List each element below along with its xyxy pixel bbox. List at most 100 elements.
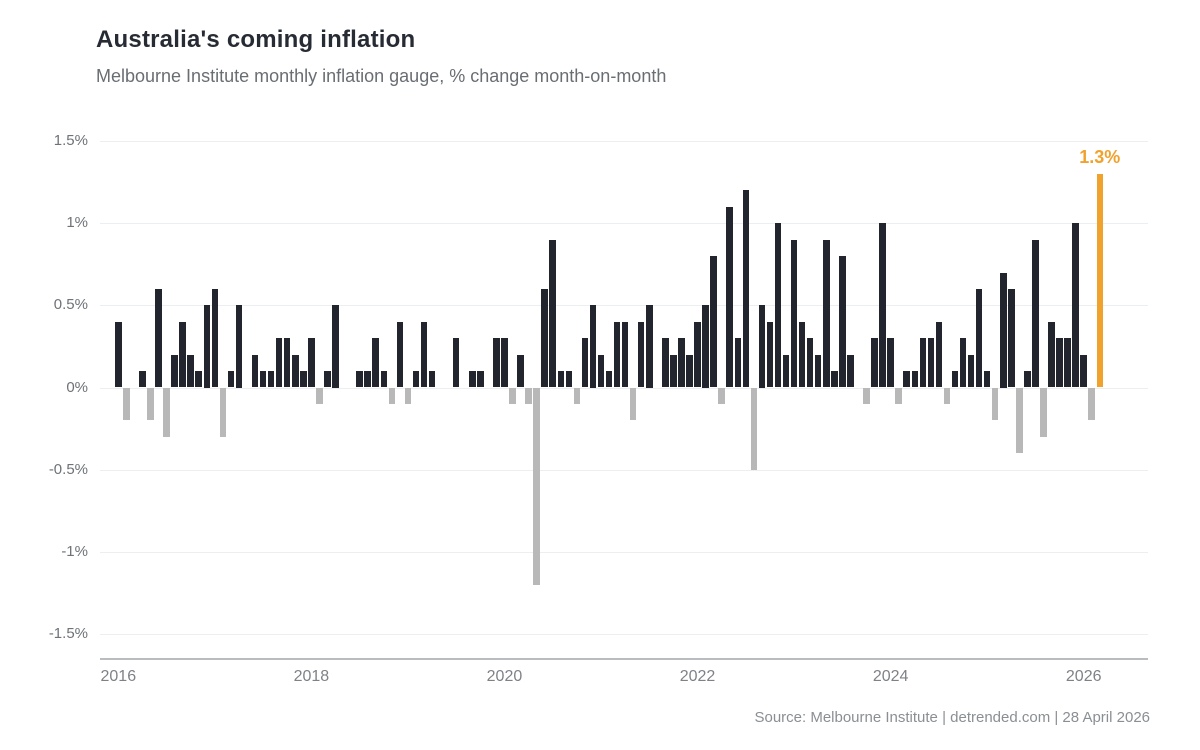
- bar-2018-12: [396, 321, 404, 388]
- bar-2023-10: [863, 387, 870, 404]
- bar-2021-04: [621, 321, 629, 388]
- bar-2020-02: [509, 387, 516, 404]
- bar-2020-12: [589, 305, 597, 388]
- bar-2016-08: [171, 354, 178, 388]
- bar-2022-02: [702, 305, 709, 388]
- highlight-bar-2026-03: [1096, 173, 1104, 388]
- bar-2022-10: [766, 321, 774, 388]
- bar-2022-05: [726, 206, 733, 388]
- x-axis-tick-label: 2024: [872, 668, 909, 685]
- bar-2022-11: [774, 223, 782, 388]
- bar-2025-07: [1032, 239, 1039, 388]
- x-axis-tick-label: 2016: [100, 668, 137, 685]
- chart-subtitle: Melbourne Institute monthly inflation ga…: [96, 66, 667, 86]
- bar-2023-04: [814, 354, 822, 388]
- bar-2021-10: [670, 354, 677, 388]
- bar-2017-09: [275, 338, 283, 388]
- bar-2023-07: [839, 256, 846, 388]
- bar-2025-01: [983, 371, 991, 388]
- gridline: [100, 305, 1148, 307]
- bar-2022-07: [742, 190, 750, 388]
- x-axis-tick-label: 2022: [679, 668, 716, 685]
- gridline: [100, 633, 1148, 635]
- bar-2021-12: [686, 354, 693, 388]
- bar-2024-05: [919, 338, 927, 388]
- bar-2025-11: [1064, 338, 1071, 388]
- bar-2019-09: [469, 371, 476, 388]
- bar-2024-11: [967, 354, 975, 388]
- chart-title: Australia's coming inflation: [96, 26, 416, 53]
- gridline: [100, 387, 1148, 389]
- bar-2023-12: [879, 223, 886, 388]
- bar-2017-03: [227, 371, 235, 388]
- x-axis-tick-label: 2020: [486, 668, 523, 685]
- bar-2022-04: [718, 387, 725, 404]
- bar-2020-08: [557, 371, 565, 388]
- bar-2016-10: [187, 354, 194, 388]
- bar-2021-09: [662, 338, 669, 388]
- bar-2017-06: [251, 354, 259, 388]
- bar-2019-01: [404, 387, 412, 404]
- bar-2018-11: [388, 387, 396, 404]
- bar-2021-06: [637, 321, 645, 388]
- bar-2024-01: [887, 338, 894, 388]
- highlight-value-label: 1.3%: [1079, 146, 1121, 167]
- bar-2026-01: [1080, 354, 1087, 388]
- bar-2017-02: [219, 387, 227, 437]
- bar-2016-09: [179, 321, 186, 388]
- bar-2018-04: [332, 305, 339, 388]
- y-axis-tick-label: -0.5%: [48, 460, 88, 478]
- bar-2018-01: [308, 338, 315, 388]
- bar-2023-06: [831, 371, 838, 388]
- bar-2022-06: [734, 338, 742, 388]
- bar-2016-07: [163, 387, 170, 437]
- bar-2025-10: [1056, 338, 1063, 388]
- bar-2025-03: [1000, 272, 1007, 388]
- bar-2022-08: [750, 387, 758, 470]
- bar-2024-04: [911, 371, 919, 388]
- bar-2023-08: [847, 354, 854, 388]
- y-axis-tick-label: 0.5%: [53, 296, 88, 314]
- bar-2021-11: [678, 338, 685, 388]
- bar-2022-12: [782, 354, 790, 388]
- bar-2018-10: [380, 371, 388, 388]
- y-axis-tick-label: 1%: [66, 214, 88, 232]
- bar-2023-01: [790, 239, 798, 388]
- bar-2020-11: [581, 338, 589, 388]
- bar-2021-07: [646, 305, 653, 388]
- bar-2019-02: [412, 371, 420, 388]
- bar-2023-03: [806, 338, 814, 388]
- bar-2024-02: [895, 387, 902, 404]
- bar-2024-06: [927, 338, 935, 388]
- bar-2017-10: [283, 338, 291, 388]
- bar-2016-11: [195, 371, 202, 388]
- bar-2024-08: [943, 387, 951, 404]
- bar-2025-09: [1048, 321, 1055, 388]
- bar-2021-02: [605, 371, 613, 388]
- bar-2020-01: [501, 338, 508, 388]
- bar-2018-02: [316, 387, 323, 404]
- bar-2020-05: [533, 387, 540, 585]
- gridline: [100, 141, 1148, 143]
- bar-2020-09: [565, 371, 573, 388]
- bar-2020-07: [549, 239, 556, 388]
- bar-2025-12: [1072, 223, 1079, 388]
- bar-2017-04: [235, 305, 243, 388]
- bar-2017-01: [211, 288, 219, 388]
- bar-2019-04: [428, 371, 436, 388]
- bar-2016-05: [147, 387, 154, 421]
- bar-2025-08: [1040, 387, 1047, 437]
- bar-2022-01: [694, 321, 701, 388]
- bar-2020-06: [541, 288, 548, 388]
- bar-2019-12: [493, 338, 500, 388]
- bar-2024-12: [975, 288, 983, 388]
- bar-2016-04: [139, 371, 146, 388]
- bar-2018-03: [324, 371, 331, 388]
- bar-2019-07: [452, 338, 460, 388]
- bar-2018-09: [372, 338, 379, 388]
- bar-2023-02: [798, 321, 806, 388]
- bar-2021-05: [629, 387, 637, 421]
- bar-2016-12: [203, 305, 211, 388]
- bar-2023-11: [871, 338, 878, 388]
- bar-2017-07: [259, 371, 267, 388]
